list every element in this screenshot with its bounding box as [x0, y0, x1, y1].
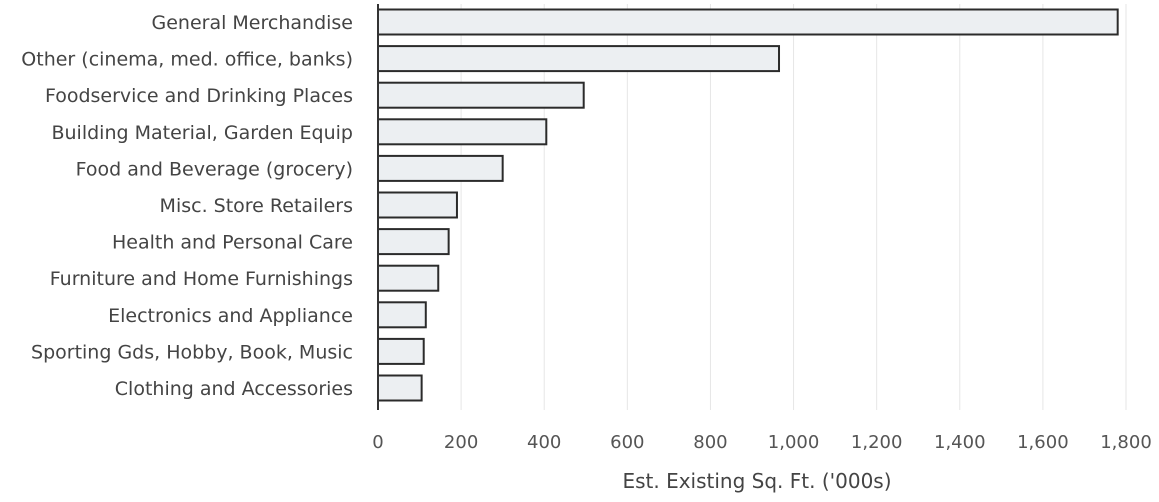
x-axis-title: Est. Existing Sq. Ft. ('000s) — [622, 469, 891, 493]
x-tick-label: 600 — [610, 432, 644, 453]
category-label: Building Material, Garden Equip — [51, 122, 353, 144]
x-tick-label: 800 — [693, 432, 727, 453]
x-tick-label: 1,000 — [768, 432, 820, 453]
x-tick-label: 1,600 — [1017, 432, 1069, 453]
category-labels: General Merchandise Other (cinema, med. o… — [21, 12, 353, 400]
bar — [377, 45, 781, 73]
x-tick-label: 1,200 — [851, 432, 903, 453]
category-label: Foodservice and Drinking Places — [45, 85, 353, 107]
x-tick-label: 1,800 — [1100, 432, 1152, 453]
x-tick-label: 0 — [372, 432, 383, 453]
category-label: Other (cinema, med. office, banks) — [21, 49, 353, 71]
category-label: Furniture and Home Furnishings — [50, 268, 353, 290]
bar — [377, 191, 458, 219]
bar — [377, 118, 548, 146]
bar — [377, 228, 450, 256]
category-label: Clothing and Accessories — [115, 378, 353, 400]
bar — [377, 81, 585, 109]
bar — [377, 337, 425, 365]
x-tick-labels: 0 200 400 600 800 1,000 1,200 1,400 1,600 1,800 — [372, 432, 1151, 453]
category-label: Sporting Gds, Hobby, Book, Music — [31, 341, 353, 363]
bar — [377, 8, 1119, 36]
category-label: General Merchandise — [152, 12, 354, 34]
bar — [377, 301, 427, 329]
category-label: Food and Beverage (grocery) — [76, 158, 353, 180]
bars — [377, 8, 1119, 402]
x-tick-label: 400 — [527, 432, 561, 453]
bar — [377, 374, 423, 402]
category-label: Misc. Store Retailers — [160, 195, 353, 217]
x-tick-label: 200 — [444, 432, 478, 453]
category-label: Electronics and Appliance — [108, 305, 353, 327]
x-tick-label: 1,400 — [934, 432, 986, 453]
category-label: Health and Personal Care — [112, 232, 353, 254]
bar — [377, 264, 440, 292]
bar — [377, 154, 504, 182]
